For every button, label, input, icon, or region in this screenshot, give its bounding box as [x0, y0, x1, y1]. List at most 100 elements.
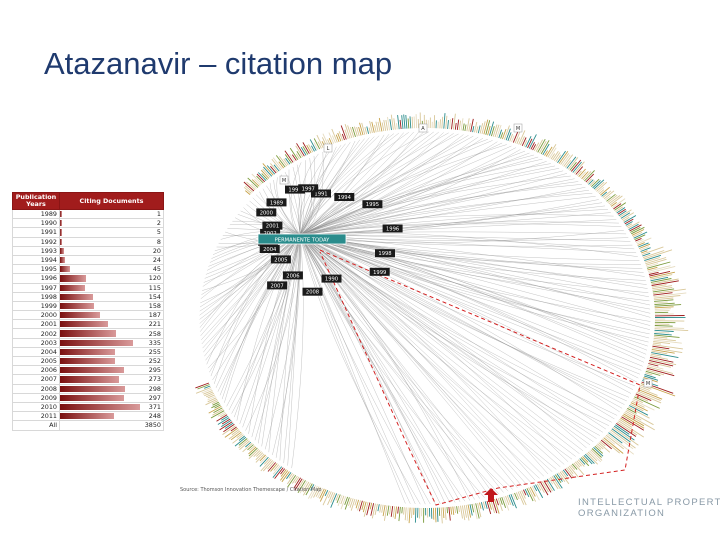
citation-line	[299, 234, 421, 505]
ring-mark	[328, 132, 335, 144]
ring-mark	[579, 458, 586, 465]
ring-mark	[612, 198, 626, 209]
ring-mark	[598, 442, 611, 453]
ring-mark	[296, 479, 305, 491]
ring-mark	[336, 494, 341, 504]
count-bar	[60, 266, 70, 273]
ring-mark	[543, 480, 552, 493]
ring-mark	[494, 124, 500, 138]
ring-mark	[444, 507, 447, 520]
ring-mark	[631, 229, 645, 236]
ring-mark	[570, 464, 576, 470]
year-node-box	[382, 224, 403, 233]
ring-mark	[350, 498, 356, 511]
citation-line	[299, 193, 593, 236]
citation-line	[299, 140, 356, 236]
ring-mark	[366, 502, 371, 516]
ring-mark	[479, 123, 484, 134]
ring-mark	[253, 450, 261, 458]
year-cell: 1990	[12, 218, 60, 229]
citation-line	[299, 152, 530, 236]
ring-mark	[527, 138, 533, 149]
ring-mark	[645, 257, 667, 265]
ring-mark	[644, 254, 662, 262]
citation-line	[299, 147, 517, 236]
ring-mark	[602, 438, 620, 454]
ring-mark	[573, 462, 585, 476]
table-row: 1993 20	[12, 245, 164, 256]
year-cell: 1999	[12, 300, 60, 312]
ring-mark	[628, 405, 649, 416]
ring-mark	[396, 123, 398, 130]
count-value: 2	[156, 219, 161, 228]
ring-mark	[405, 114, 408, 129]
ring-mark	[433, 115, 436, 129]
ring-mark	[463, 505, 467, 518]
citation-line	[299, 133, 454, 236]
ring-mark	[248, 447, 258, 457]
ring-mark	[653, 339, 682, 344]
ring-mark	[565, 467, 574, 478]
ring-mark	[594, 181, 605, 191]
ring-mark	[626, 223, 633, 228]
count-value: 5	[156, 228, 161, 237]
year-node-box	[267, 281, 288, 290]
count-cell: 8	[59, 236, 164, 247]
ring-mark	[272, 465, 281, 475]
ring-mark	[303, 482, 311, 496]
ring-mark	[616, 423, 637, 437]
ring-mark	[492, 124, 498, 137]
ring-mark	[299, 480, 308, 494]
ring-mark	[514, 130, 521, 144]
ring-mark	[564, 160, 572, 168]
ring-mark	[654, 301, 668, 304]
ring-mark	[231, 429, 240, 436]
center-node: PERMANENTE TODAY	[257, 233, 347, 245]
ring-mark	[618, 210, 627, 217]
ring-mark	[466, 118, 470, 132]
ring-mark	[581, 171, 589, 180]
ring-mark	[641, 246, 664, 255]
ring-mark	[642, 250, 665, 259]
ring-mark	[651, 350, 668, 355]
count-cell: 5	[59, 227, 164, 238]
ring-mark	[221, 415, 229, 421]
ring-mark	[517, 491, 525, 505]
ring-mark	[537, 138, 546, 153]
ring-mark	[283, 158, 289, 166]
ring-mark	[612, 427, 639, 446]
count-cell: 120	[59, 273, 164, 284]
ring-mark	[262, 163, 274, 176]
ring-mark	[539, 140, 547, 154]
ring-mark	[640, 250, 648, 254]
ring-mark	[575, 166, 584, 175]
year-node: 1989	[266, 198, 287, 207]
count-bar	[60, 312, 101, 319]
ring-mark	[274, 467, 284, 479]
year-node-label: 2008	[306, 290, 319, 296]
citation-line	[207, 234, 301, 369]
citation-line	[299, 234, 643, 367]
count-value: 255	[148, 347, 161, 356]
ring-mark	[570, 159, 582, 172]
ring-mark	[450, 506, 453, 515]
ring-mark	[390, 506, 394, 517]
citation-line	[299, 234, 416, 505]
ring-mark	[596, 181, 608, 192]
ring-mark	[262, 168, 271, 178]
year-node-box	[285, 185, 305, 194]
ring-mark	[219, 421, 233, 431]
ring-mark	[362, 501, 367, 513]
ring-mark	[635, 237, 642, 242]
count-bar	[60, 302, 95, 310]
ring-mark	[639, 386, 650, 391]
ring-mark	[503, 125, 510, 140]
ring-mark	[414, 507, 417, 523]
citation-line	[299, 160, 306, 236]
ring-mark	[652, 288, 675, 293]
ring-mark	[653, 292, 673, 296]
ring-mark	[652, 285, 673, 290]
ring-mark	[567, 466, 574, 475]
citation-line	[266, 185, 301, 236]
year-node-box	[256, 208, 277, 217]
